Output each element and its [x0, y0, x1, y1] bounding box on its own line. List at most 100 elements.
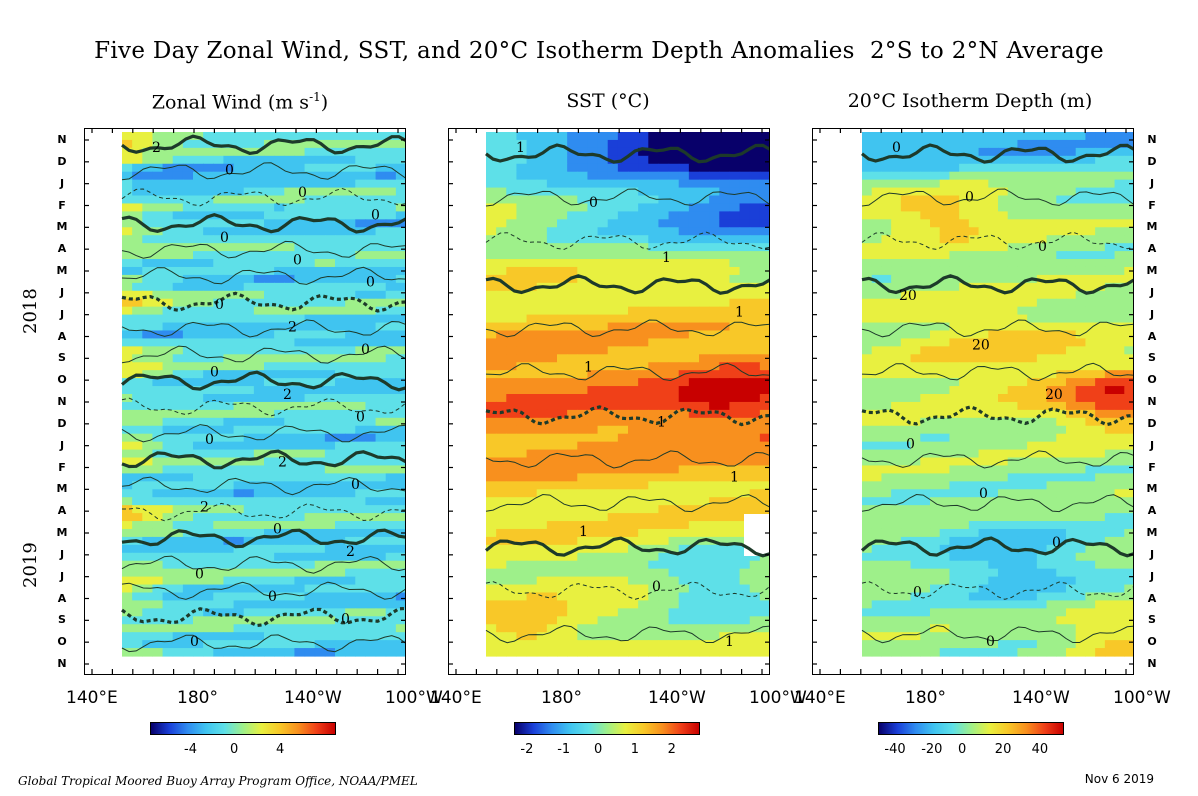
- heatmap-cell: [749, 163, 761, 173]
- heatmap-cell: [1104, 211, 1116, 220]
- heatmap-cell: [699, 266, 710, 276]
- heatmap-cell: [314, 616, 326, 625]
- heatmap-cell: [719, 378, 731, 387]
- heatmap-cell: [243, 346, 255, 355]
- contour-label: 2: [278, 454, 287, 470]
- heatmap-cell: [668, 314, 680, 324]
- heatmap-cell: [172, 274, 184, 284]
- heatmap-cell: [193, 513, 204, 522]
- heatmap-cell: [900, 322, 912, 332]
- heatmap-cell: [577, 346, 589, 355]
- heatmap-cell: [709, 274, 720, 284]
- heatmap-cell: [395, 425, 406, 435]
- heatmap-cell: [1046, 298, 1057, 308]
- heatmap-cell: [243, 584, 255, 594]
- heatmap-cell: [567, 370, 578, 379]
- heatmap-cell: [949, 171, 960, 181]
- heatmap-cell: [233, 322, 245, 332]
- heatmap-cell: [1056, 290, 1067, 300]
- heatmap-cell: [688, 179, 700, 189]
- heatmap-cell: [871, 314, 883, 324]
- heatmap-cell: [998, 132, 1009, 141]
- heatmap-cell: [223, 163, 235, 173]
- heatmap-cell: [709, 481, 720, 490]
- heatmap-cell: [203, 362, 214, 371]
- heatmap-cell: [395, 354, 406, 363]
- heatmap-cell: [324, 211, 336, 220]
- heatmap-cell: [597, 536, 609, 546]
- heatmap-cell: [142, 314, 154, 324]
- heatmap-cell: [385, 640, 397, 649]
- heatmap-cell: [162, 330, 174, 340]
- heatmap-cell: [1124, 386, 1134, 395]
- heatmap-cell: [516, 616, 528, 625]
- heatmap-cell: [597, 306, 609, 316]
- heatmap-cell: [335, 259, 346, 268]
- heatmap-cell: [395, 203, 406, 212]
- heatmap-cell: [759, 298, 770, 308]
- heatmap-cell: [759, 425, 770, 435]
- heatmap-cell: [587, 290, 599, 300]
- heatmap-cell: [314, 528, 326, 538]
- heatmap-cell: [607, 139, 619, 149]
- heatmap-cell: [628, 330, 639, 340]
- heatmap-cell: [678, 163, 690, 173]
- heatmap-cell: [526, 306, 538, 316]
- heatmap-cell: [1085, 163, 1096, 173]
- heatmap-cell: [1007, 378, 1019, 387]
- contour-line: [122, 502, 406, 522]
- heatmap-cell: [385, 584, 397, 594]
- heatmap-cell: [304, 227, 316, 236]
- heatmap-cell: [910, 330, 921, 340]
- heatmap-cell: [284, 227, 296, 236]
- heatmap-cell: [959, 362, 970, 371]
- heatmap-cell: [658, 322, 670, 332]
- heatmap-cell: [881, 354, 892, 363]
- heatmap-cell: [213, 552, 225, 562]
- heatmap-cell: [486, 513, 497, 522]
- heatmap-cell: [375, 386, 387, 395]
- heatmap-cell: [1027, 354, 1038, 363]
- heatmap-cell: [648, 489, 660, 498]
- heatmap-cell: [122, 386, 133, 395]
- heatmap-cell: [324, 457, 336, 467]
- heatmap-cell: [122, 235, 133, 244]
- heatmap-cell: [355, 544, 367, 554]
- heatmap-cell: [526, 171, 538, 181]
- heatmap-cell: [567, 322, 578, 332]
- heatmap-cell: [1085, 338, 1096, 347]
- heatmap-cell: [526, 386, 538, 395]
- heatmap-cell: [709, 449, 720, 459]
- heatmap-cell: [132, 521, 143, 530]
- heatmap-cell: [891, 251, 902, 260]
- heatmap-cell: [536, 608, 548, 617]
- heatmap-cell: [688, 513, 700, 522]
- heatmap-cell: [699, 425, 710, 435]
- heatmap-cell: [628, 132, 639, 141]
- heatmap-cell: [172, 171, 184, 181]
- heatmap-cell: [122, 441, 133, 451]
- heatmap-cell: [699, 449, 710, 459]
- heatmap-cell: [557, 600, 568, 609]
- heatmap-cell: [648, 417, 660, 427]
- contour-lines: [120, 134, 406, 653]
- heatmap-cell: [355, 386, 367, 395]
- heatmap-cell: [910, 409, 921, 419]
- heatmap-cell: [587, 568, 599, 578]
- heatmap-cell: [294, 521, 306, 530]
- heatmap-cell: [688, 600, 700, 609]
- heatmap-cell: [345, 251, 356, 260]
- heatmap-cell: [233, 425, 245, 435]
- heatmap-cell: [968, 401, 980, 411]
- heatmap-cell: [628, 528, 639, 538]
- heatmap-cell: [719, 132, 731, 141]
- heatmap-cell: [638, 401, 649, 411]
- heatmap-cell: [587, 457, 599, 467]
- heatmap-cell: [648, 179, 660, 189]
- heatmap-cell: [871, 243, 883, 252]
- heatmap-cell: [719, 171, 731, 181]
- heatmap-cell: [959, 251, 970, 260]
- heatmap-cell: [546, 497, 558, 506]
- heatmap-cell: [729, 552, 741, 562]
- heatmap-cell: [385, 235, 397, 244]
